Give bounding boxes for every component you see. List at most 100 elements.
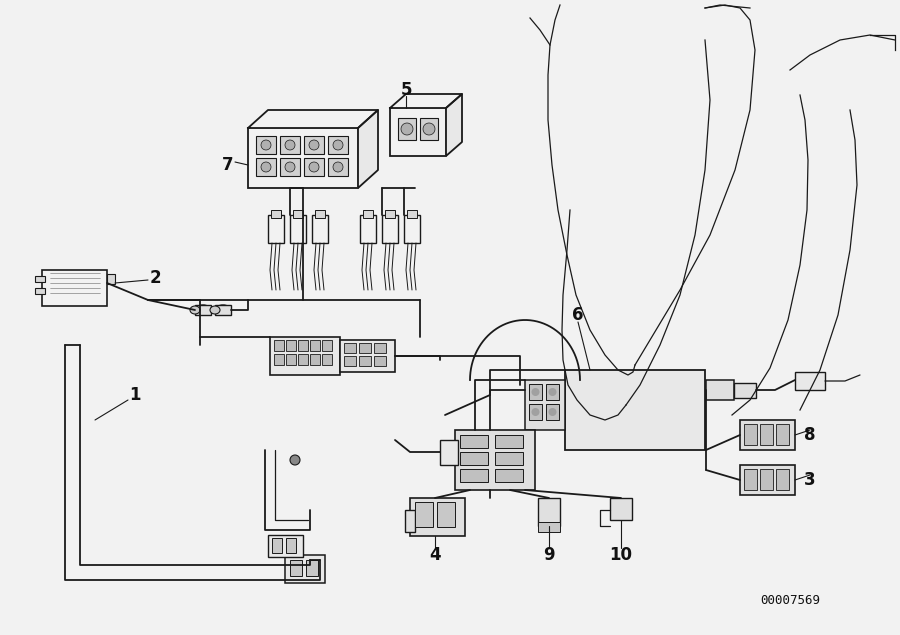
Bar: [374, 343, 386, 353]
Bar: [407, 210, 417, 218]
Circle shape: [309, 162, 319, 172]
Bar: [359, 343, 371, 353]
Bar: [274, 354, 284, 365]
Bar: [760, 469, 773, 490]
Bar: [322, 340, 332, 351]
Bar: [495, 469, 523, 482]
Bar: [310, 354, 320, 365]
Bar: [344, 356, 356, 366]
Bar: [437, 502, 455, 527]
Ellipse shape: [190, 306, 200, 314]
Bar: [312, 215, 328, 243]
Circle shape: [309, 140, 319, 150]
Ellipse shape: [210, 306, 220, 314]
Text: 00007569: 00007569: [760, 594, 820, 606]
Bar: [455, 430, 535, 490]
Bar: [270, 337, 340, 375]
Circle shape: [261, 140, 271, 150]
Bar: [565, 370, 705, 450]
Bar: [344, 343, 356, 353]
Bar: [256, 158, 276, 176]
Bar: [298, 340, 308, 351]
Bar: [304, 136, 324, 154]
Bar: [286, 354, 296, 365]
Circle shape: [548, 408, 556, 416]
Bar: [286, 538, 296, 553]
Bar: [529, 384, 542, 400]
Bar: [286, 340, 296, 351]
Bar: [525, 380, 565, 430]
Bar: [546, 404, 559, 420]
Bar: [740, 465, 795, 495]
Circle shape: [333, 140, 343, 150]
Bar: [744, 469, 757, 490]
Bar: [35, 288, 45, 294]
Bar: [610, 498, 632, 520]
Bar: [460, 435, 488, 448]
Bar: [382, 215, 398, 243]
Bar: [795, 372, 825, 390]
Circle shape: [548, 388, 556, 396]
Text: 9: 9: [544, 546, 554, 564]
Text: 8: 8: [805, 426, 815, 444]
Bar: [274, 340, 284, 351]
Text: 7: 7: [222, 156, 234, 174]
Bar: [460, 469, 488, 482]
Circle shape: [423, 123, 435, 135]
Bar: [546, 384, 559, 400]
Polygon shape: [358, 110, 378, 188]
Bar: [280, 136, 300, 154]
Circle shape: [261, 162, 271, 172]
Bar: [385, 210, 395, 218]
Bar: [298, 354, 308, 365]
Circle shape: [401, 123, 413, 135]
Bar: [415, 502, 433, 527]
Polygon shape: [446, 94, 462, 156]
Circle shape: [285, 140, 295, 150]
Text: 5: 5: [400, 81, 412, 99]
Bar: [268, 535, 303, 557]
Bar: [272, 538, 282, 553]
Bar: [107, 274, 115, 284]
Ellipse shape: [215, 305, 231, 315]
Bar: [290, 560, 302, 576]
Bar: [35, 276, 45, 282]
Bar: [280, 158, 300, 176]
Bar: [195, 305, 211, 315]
Bar: [328, 158, 348, 176]
Bar: [340, 340, 395, 372]
Bar: [538, 498, 560, 526]
Polygon shape: [248, 110, 378, 128]
Bar: [285, 555, 325, 583]
Bar: [248, 128, 358, 188]
Bar: [744, 424, 757, 445]
Bar: [495, 435, 523, 448]
Text: 1: 1: [130, 386, 140, 404]
Bar: [740, 420, 795, 450]
Bar: [776, 424, 789, 445]
Bar: [322, 354, 332, 365]
Bar: [359, 356, 371, 366]
Bar: [360, 215, 376, 243]
Bar: [215, 305, 231, 315]
Bar: [315, 210, 325, 218]
Text: 6: 6: [572, 306, 584, 324]
Bar: [760, 424, 773, 445]
Bar: [538, 522, 560, 532]
Text: 3: 3: [805, 471, 815, 489]
Bar: [304, 158, 324, 176]
Bar: [734, 383, 756, 398]
Bar: [268, 215, 284, 243]
Circle shape: [532, 388, 539, 396]
Bar: [256, 136, 276, 154]
Circle shape: [290, 455, 300, 465]
Bar: [363, 210, 373, 218]
Circle shape: [285, 162, 295, 172]
Bar: [460, 452, 488, 465]
Bar: [293, 210, 303, 218]
Bar: [405, 510, 415, 532]
Bar: [390, 108, 446, 156]
Bar: [529, 404, 542, 420]
Bar: [404, 215, 420, 243]
Text: 10: 10: [609, 546, 633, 564]
